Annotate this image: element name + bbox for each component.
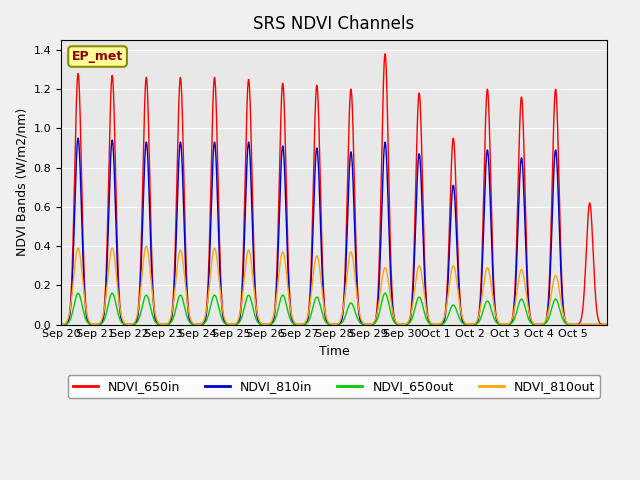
Title: SRS NDVI Channels: SRS NDVI Channels	[253, 15, 415, 33]
Legend: NDVI_650in, NDVI_810in, NDVI_650out, NDVI_810out: NDVI_650in, NDVI_810in, NDVI_650out, NDV…	[68, 375, 600, 398]
Y-axis label: NDVI Bands (W/m2/nm): NDVI Bands (W/m2/nm)	[15, 108, 28, 256]
Text: EP_met: EP_met	[72, 50, 123, 63]
X-axis label: Time: Time	[319, 345, 349, 358]
